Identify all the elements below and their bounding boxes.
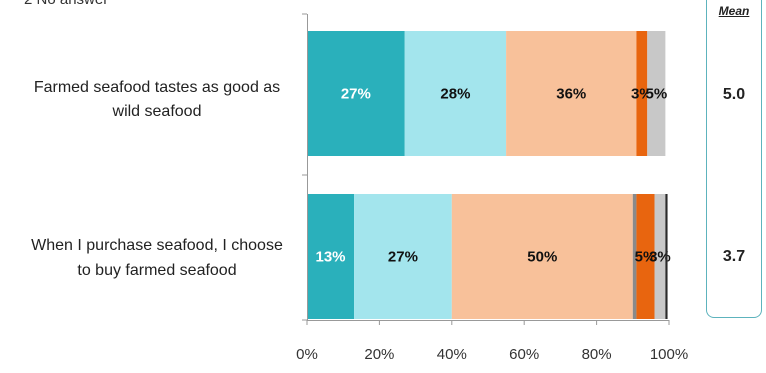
mean-panel [706,0,762,318]
x-tick-label-2: 20% [364,346,394,363]
bar-segment-2-5 [636,194,655,319]
bar-segment-1-2 [404,31,507,156]
cropped-header-text: 2 No answer [24,0,108,8]
bar-segment-2-7 [665,194,668,319]
data-label-2-2: 27% [388,249,418,266]
data-label-1-1: 27% [341,86,371,103]
data-label-1-3: 36% [556,86,586,103]
bar-segment-2-6 [654,194,666,319]
x-tick-label-4: 60% [509,346,539,363]
data-label-1-5: 3% [631,86,653,103]
bar-segment-2-1 [307,194,355,319]
bar-segment-1-6 [647,31,666,156]
category-label-2-line-2: to buy farmed seafood [77,262,236,279]
bar-segment-2-4 [632,194,637,319]
x-tick-label-3: 40% [437,346,467,363]
x-tick-label-5: 80% [582,346,612,363]
bar-segment-1-5 [636,31,648,156]
category-label-1-line-1: Farmed seafood tastes as good as [34,79,280,96]
data-label-1-6: 5% [645,86,667,103]
category-label-1-line-2: wild seafood [112,103,202,120]
data-label-1-2: 28% [440,86,470,103]
x-tick-label-1: 0% [296,346,318,363]
data-label-2-5: 5% [635,249,657,266]
bar-segment-1-1 [307,31,405,156]
bar-segment-1-3 [506,31,637,156]
x-tick-label-6: 100% [650,346,688,363]
data-label-2-6: 3% [649,249,671,266]
category-label-2-line-1: When I purchase seafood, I choose [31,237,283,254]
mean-title: Mean [718,4,750,18]
bar-segment-2-2 [354,194,452,319]
mean-value-2: 3.7 [722,248,746,265]
mean-value-1: 5.0 [722,86,746,103]
bar-segment-2-3 [451,194,633,319]
data-label-2-3: 50% [527,249,557,266]
data-label-2-1: 13% [316,249,346,266]
